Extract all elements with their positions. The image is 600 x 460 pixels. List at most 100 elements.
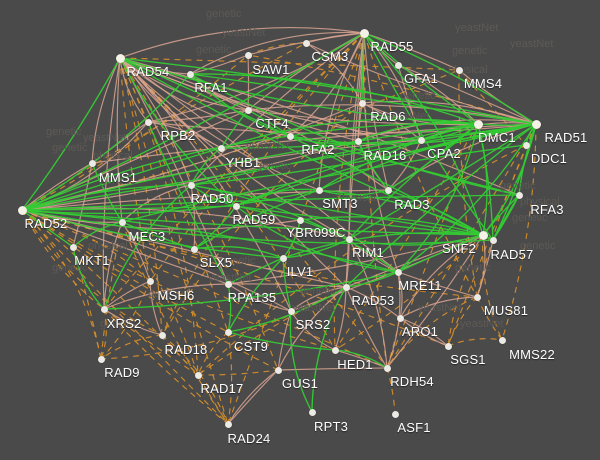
edge-yeastnet	[103, 280, 151, 310]
network-node-sgs1[interactable]	[444, 342, 452, 350]
network-node-saw1[interactable]	[244, 51, 252, 59]
edge-physical	[21, 135, 291, 211]
network-node-mms1[interactable]	[88, 159, 96, 167]
edge-physical	[190, 184, 237, 207]
edge-genetic	[121, 221, 229, 425]
network-node-smt3[interactable]	[315, 186, 323, 194]
edge-physical	[397, 123, 479, 273]
network-node-aro1[interactable]	[396, 314, 404, 322]
edge-genetic	[161, 102, 363, 336]
network-node-rad57[interactable]	[489, 236, 497, 244]
network-node-csm3[interactable]	[302, 39, 310, 47]
network-node-msh6[interactable]	[146, 277, 154, 285]
edge-physical	[363, 32, 484, 236]
network-node-slx5[interactable]	[190, 245, 198, 253]
network-node-gfa1[interactable]	[394, 61, 402, 69]
edge-physical	[361, 32, 365, 104]
network-node-ddc1[interactable]	[522, 141, 530, 149]
edge-yeastnet	[149, 280, 163, 336]
edge-yeastnet	[189, 54, 249, 75]
network-node-mec3[interactable]	[118, 218, 126, 226]
edge-yeastnet	[397, 64, 537, 125]
network-node-rpb2[interactable]	[144, 118, 152, 126]
network-node-rfa1[interactable]	[186, 70, 194, 78]
edge-yeastnet	[121, 184, 192, 223]
edge-physical	[363, 32, 479, 125]
edge-physical	[21, 57, 121, 211]
edge-genetic	[103, 32, 365, 310]
edge-yeastnet	[21, 162, 93, 211]
network-node-mus81[interactable]	[473, 293, 481, 301]
edge-physical	[189, 73, 291, 137]
network-node-rad24[interactable]	[224, 420, 232, 428]
edge-genetic	[386, 123, 537, 369]
edge-physical	[299, 216, 484, 236]
edge-yeastnet	[116, 57, 123, 223]
network-node-mre11[interactable]	[394, 268, 402, 276]
network-node-ilv1[interactable]	[279, 254, 287, 262]
edge-yeastnet	[363, 32, 389, 191]
network-node-mms22[interactable]	[498, 336, 506, 344]
edge-physical	[397, 234, 484, 273]
network-node-rad51[interactable]	[531, 119, 541, 129]
edge-physical	[21, 32, 365, 211]
edge-genetic	[334, 123, 479, 351]
network-node-rad17[interactable]	[194, 371, 202, 379]
network-node-rad9[interactable]	[97, 355, 105, 363]
network-node-cpa2[interactable]	[417, 136, 425, 144]
edge-physical	[348, 123, 537, 240]
network-node-rad3[interactable]	[384, 186, 392, 194]
network-node-rfa3[interactable]	[515, 191, 523, 199]
edge-physical	[220, 123, 537, 149]
network-node-srs2[interactable]	[287, 307, 295, 315]
network-node-rpa135[interactable]	[224, 280, 232, 288]
edge-yeastnet	[227, 283, 292, 312]
network-node-rad53[interactable]	[342, 283, 350, 291]
edge-yeastnet	[277, 367, 388, 371]
network-node-rdh54[interactable]	[383, 364, 391, 372]
network-node-hed1[interactable]	[331, 346, 339, 354]
network-node-xrs2[interactable]	[100, 305, 108, 313]
edge-genetic	[100, 334, 163, 360]
network-node-rad52[interactable]	[17, 205, 27, 215]
network-node-rim1[interactable]	[345, 235, 353, 243]
edge-physical	[119, 57, 479, 125]
network-node-yhb1[interactable]	[217, 144, 225, 152]
edge-genetic	[21, 209, 229, 333]
network-node-ctf4[interactable]	[244, 106, 252, 114]
edge-physical	[227, 286, 347, 333]
network-node-rad50[interactable]	[187, 181, 195, 189]
network-node-rad18[interactable]	[158, 331, 166, 339]
edge-yeastnet	[348, 238, 388, 369]
network-node-rad59[interactable]	[232, 202, 240, 210]
network-node-asf1[interactable]	[391, 410, 399, 418]
network-node-rad6[interactable]	[358, 99, 366, 107]
network-node-mkt1[interactable]	[69, 243, 77, 251]
edge-genetic	[119, 57, 229, 333]
network-node-rad55[interactable]	[359, 28, 369, 38]
network-node-rad54[interactable]	[115, 53, 125, 63]
edge-yeastnet	[72, 162, 93, 248]
edge-physical	[103, 271, 399, 310]
network-node-rad16[interactable]	[354, 137, 362, 145]
edge-yeastnet	[305, 42, 363, 104]
edge-yeastnet	[119, 27, 365, 59]
network-node-snf2[interactable]	[478, 230, 488, 240]
network-node-gus1[interactable]	[274, 366, 282, 374]
edge-physical	[21, 184, 192, 211]
edge-physical	[21, 209, 494, 245]
edge-physical	[289, 135, 359, 144]
network-node-rpt3[interactable]	[308, 408, 316, 416]
network-node-ybr099c[interactable]	[296, 216, 304, 224]
network-node-dmc1[interactable]	[473, 119, 483, 129]
network-node-rfa2[interactable]	[286, 132, 294, 140]
network-node-mms4[interactable]	[455, 66, 463, 74]
network-node-cst9[interactable]	[224, 328, 232, 336]
edge-genetic	[21, 209, 102, 360]
edge-physical	[227, 283, 232, 333]
edge-physical	[311, 286, 347, 413]
edge-physical	[334, 349, 388, 369]
edge-physical	[72, 246, 105, 310]
